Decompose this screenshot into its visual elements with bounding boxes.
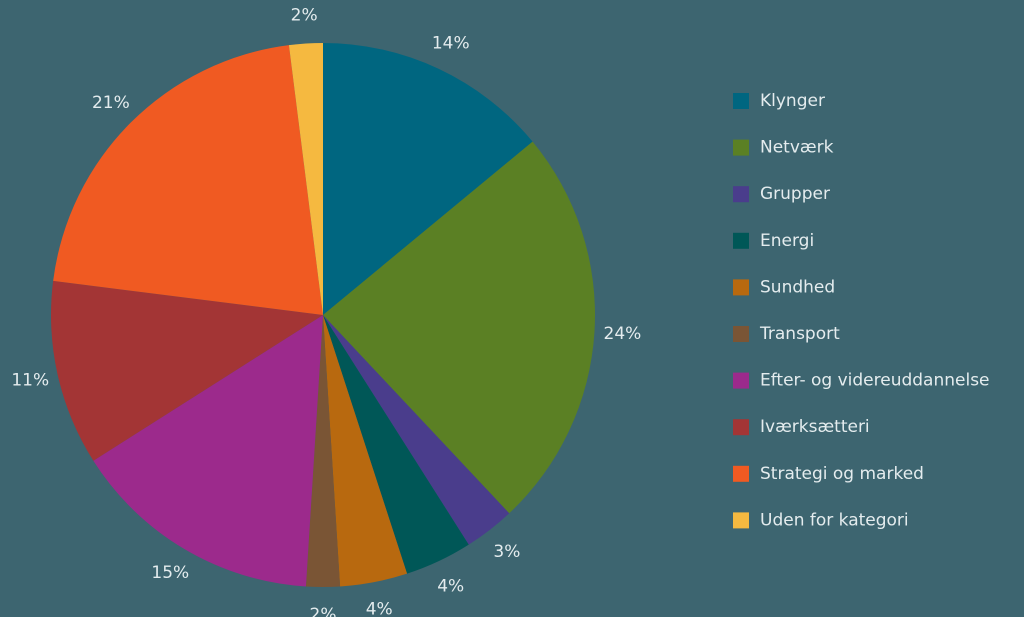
legend-swatch	[733, 465, 749, 482]
pie-slice	[323, 315, 408, 587]
legend-label: Netværk	[760, 138, 834, 158]
pie-slice	[51, 280, 324, 461]
legend-label: Sundhed	[760, 277, 835, 297]
legend-label: Iværksætteri	[760, 417, 870, 437]
legend-label: Energi	[760, 231, 814, 251]
pie-slice	[323, 315, 510, 545]
legend-label: Grupper	[760, 184, 830, 204]
legend-label: Klynger	[760, 91, 825, 111]
pie-slice	[305, 315, 341, 587]
pie-slice	[288, 43, 323, 315]
data-label: 2%	[310, 605, 337, 617]
data-label: 2%	[291, 6, 318, 26]
data-label: 3%	[493, 542, 520, 562]
legend-swatch	[733, 512, 749, 529]
pie-slice	[323, 315, 469, 574]
legend-swatch	[733, 93, 749, 109]
legend-label: Strategi og marked	[760, 464, 924, 484]
data-label: 4%	[366, 600, 393, 617]
legend-swatch	[733, 419, 749, 436]
pie-slice	[323, 141, 595, 514]
pie-slice	[93, 315, 323, 587]
pie-slice	[53, 45, 323, 315]
legend-swatch	[733, 372, 749, 389]
legend-swatch	[733, 232, 749, 249]
data-label: 11%	[11, 370, 49, 390]
legend-label: Efter- og videreuddannelse	[760, 371, 990, 391]
legend-swatch	[733, 139, 749, 156]
legend-swatch	[733, 186, 749, 203]
data-label: 4%	[437, 576, 464, 596]
legend-swatch	[733, 279, 749, 296]
data-label: 21%	[92, 93, 130, 113]
pie-slice	[323, 43, 533, 315]
data-label: 14%	[432, 34, 470, 54]
data-label: 15%	[151, 563, 189, 583]
legend-label: Uden for kategori	[760, 510, 909, 530]
data-label: 24%	[604, 324, 642, 344]
legend-swatch	[733, 326, 749, 342]
legend-label: Transport	[759, 324, 840, 344]
